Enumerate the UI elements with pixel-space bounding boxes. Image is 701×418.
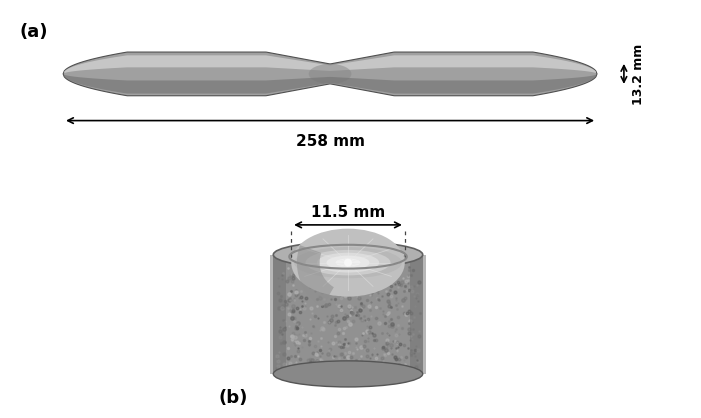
FancyBboxPatch shape bbox=[271, 255, 286, 374]
Ellipse shape bbox=[306, 250, 390, 275]
Ellipse shape bbox=[327, 255, 369, 270]
Ellipse shape bbox=[294, 247, 402, 278]
Polygon shape bbox=[64, 55, 596, 73]
Ellipse shape bbox=[308, 64, 351, 84]
Text: (b): (b) bbox=[219, 389, 248, 407]
Ellipse shape bbox=[291, 245, 404, 265]
Ellipse shape bbox=[336, 258, 360, 267]
Polygon shape bbox=[64, 75, 596, 94]
Ellipse shape bbox=[273, 242, 423, 268]
Ellipse shape bbox=[291, 229, 404, 297]
FancyBboxPatch shape bbox=[410, 255, 426, 374]
Text: 13.2 mm: 13.2 mm bbox=[632, 43, 645, 104]
Circle shape bbox=[344, 259, 352, 267]
Text: (a): (a) bbox=[20, 23, 48, 41]
Ellipse shape bbox=[317, 253, 379, 273]
Text: 258 mm: 258 mm bbox=[296, 133, 365, 148]
Ellipse shape bbox=[273, 361, 423, 387]
FancyBboxPatch shape bbox=[273, 255, 423, 374]
Wedge shape bbox=[297, 245, 334, 307]
Polygon shape bbox=[63, 52, 597, 96]
Text: 11.5 mm: 11.5 mm bbox=[311, 205, 385, 220]
